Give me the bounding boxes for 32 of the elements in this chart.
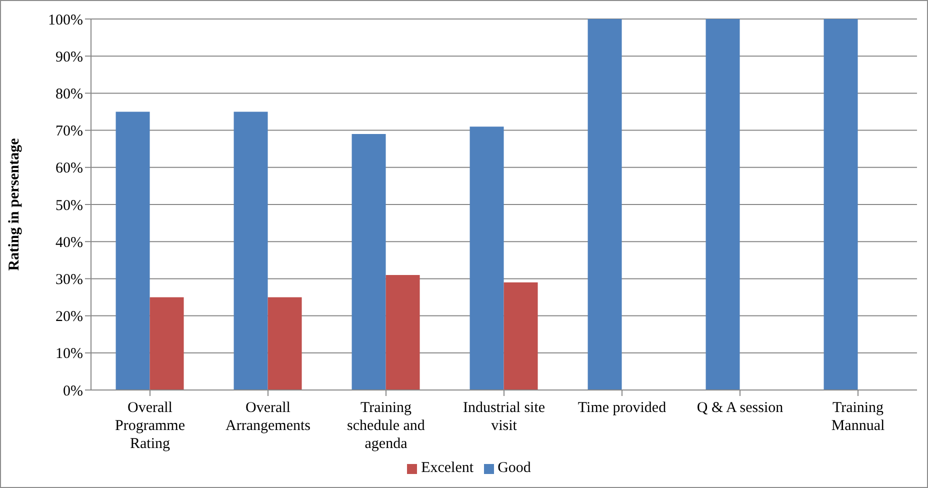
y-tick-label: 90%	[56, 49, 83, 66]
x-tick-label: Time provided	[578, 400, 667, 416]
y-tick-label: 80%	[56, 86, 83, 103]
x-tick-label: Q & A session	[696, 400, 784, 416]
y-tick-label: 100%	[48, 12, 83, 28]
x-tick-label: Training Mannual	[831, 400, 885, 434]
y-tick-label: 70%	[56, 124, 83, 140]
bar	[352, 134, 386, 390]
x-tick-label: Industrial site visit	[462, 400, 546, 434]
bar	[268, 297, 302, 390]
legend-label: Excelent	[421, 460, 474, 476]
bar	[234, 112, 268, 390]
bar	[706, 19, 740, 390]
y-tick-label: 10%	[56, 346, 83, 362]
x-tick-label: Overall Programme Rating	[115, 400, 186, 452]
bar	[588, 19, 622, 390]
y-tick-label: 50%	[56, 198, 83, 214]
y-tick-label: 60%	[56, 160, 83, 177]
bar	[470, 126, 504, 390]
x-tick-label: Training schedule and agenda	[347, 400, 426, 452]
y-tick-label: 40%	[56, 234, 83, 251]
legend-label: Good	[498, 460, 531, 476]
bar	[824, 19, 858, 390]
y-tick-label: 30%	[56, 272, 83, 288]
y-tick-label: 20%	[56, 309, 83, 326]
bar	[386, 274, 420, 390]
bar	[504, 282, 538, 390]
y-tick-label: 0%	[63, 383, 83, 400]
x-tick-label: Overall Arrangements	[226, 400, 311, 434]
bar	[150, 297, 184, 390]
bar	[116, 112, 150, 390]
y-axis-title: Rating in persentage	[6, 138, 22, 271]
